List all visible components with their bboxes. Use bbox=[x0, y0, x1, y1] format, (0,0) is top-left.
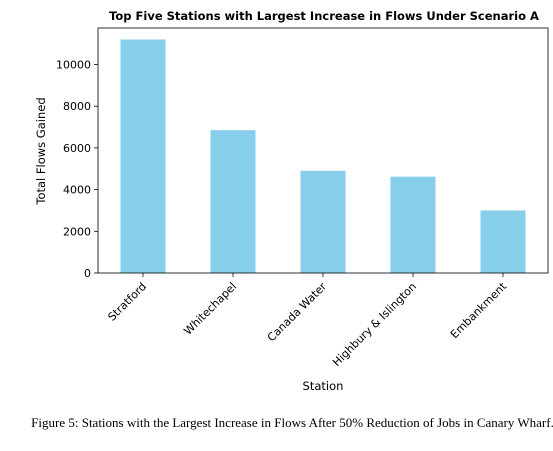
x-tick-label: Embankment bbox=[448, 279, 510, 341]
chart-title: Top Five Stations with Largest Increase … bbox=[109, 9, 539, 23]
y-tick-label: 6000 bbox=[63, 142, 91, 155]
figure-caption: Figure 5: Stations with the Largest Incr… bbox=[31, 415, 553, 430]
plot-frame bbox=[97, 27, 549, 274]
y-tick-label: 8000 bbox=[63, 100, 91, 113]
bar bbox=[300, 170, 346, 273]
y-tick-label: 0 bbox=[84, 267, 91, 280]
y-tick-label: 2000 bbox=[63, 225, 91, 238]
y-axis-label: Total Flows Gained bbox=[34, 97, 48, 205]
x-axis-label: Station bbox=[303, 379, 344, 393]
plot-area: 0 2000 4000 6000 8000 10000 Stratford Whitechap… bbox=[56, 27, 549, 369]
y-tick-label: 4000 bbox=[63, 184, 91, 197]
x-tick-label: Whitechapel bbox=[181, 280, 239, 338]
bar bbox=[210, 130, 256, 273]
bar bbox=[480, 210, 526, 273]
bar bbox=[390, 176, 436, 273]
x-tick-label: Highbury & Islington bbox=[330, 280, 419, 369]
y-tick-label: 10000 bbox=[56, 58, 91, 71]
x-tick-label: Canada Water bbox=[265, 280, 330, 345]
bar bbox=[120, 39, 166, 273]
x-tick-label: Stratford bbox=[105, 280, 149, 324]
